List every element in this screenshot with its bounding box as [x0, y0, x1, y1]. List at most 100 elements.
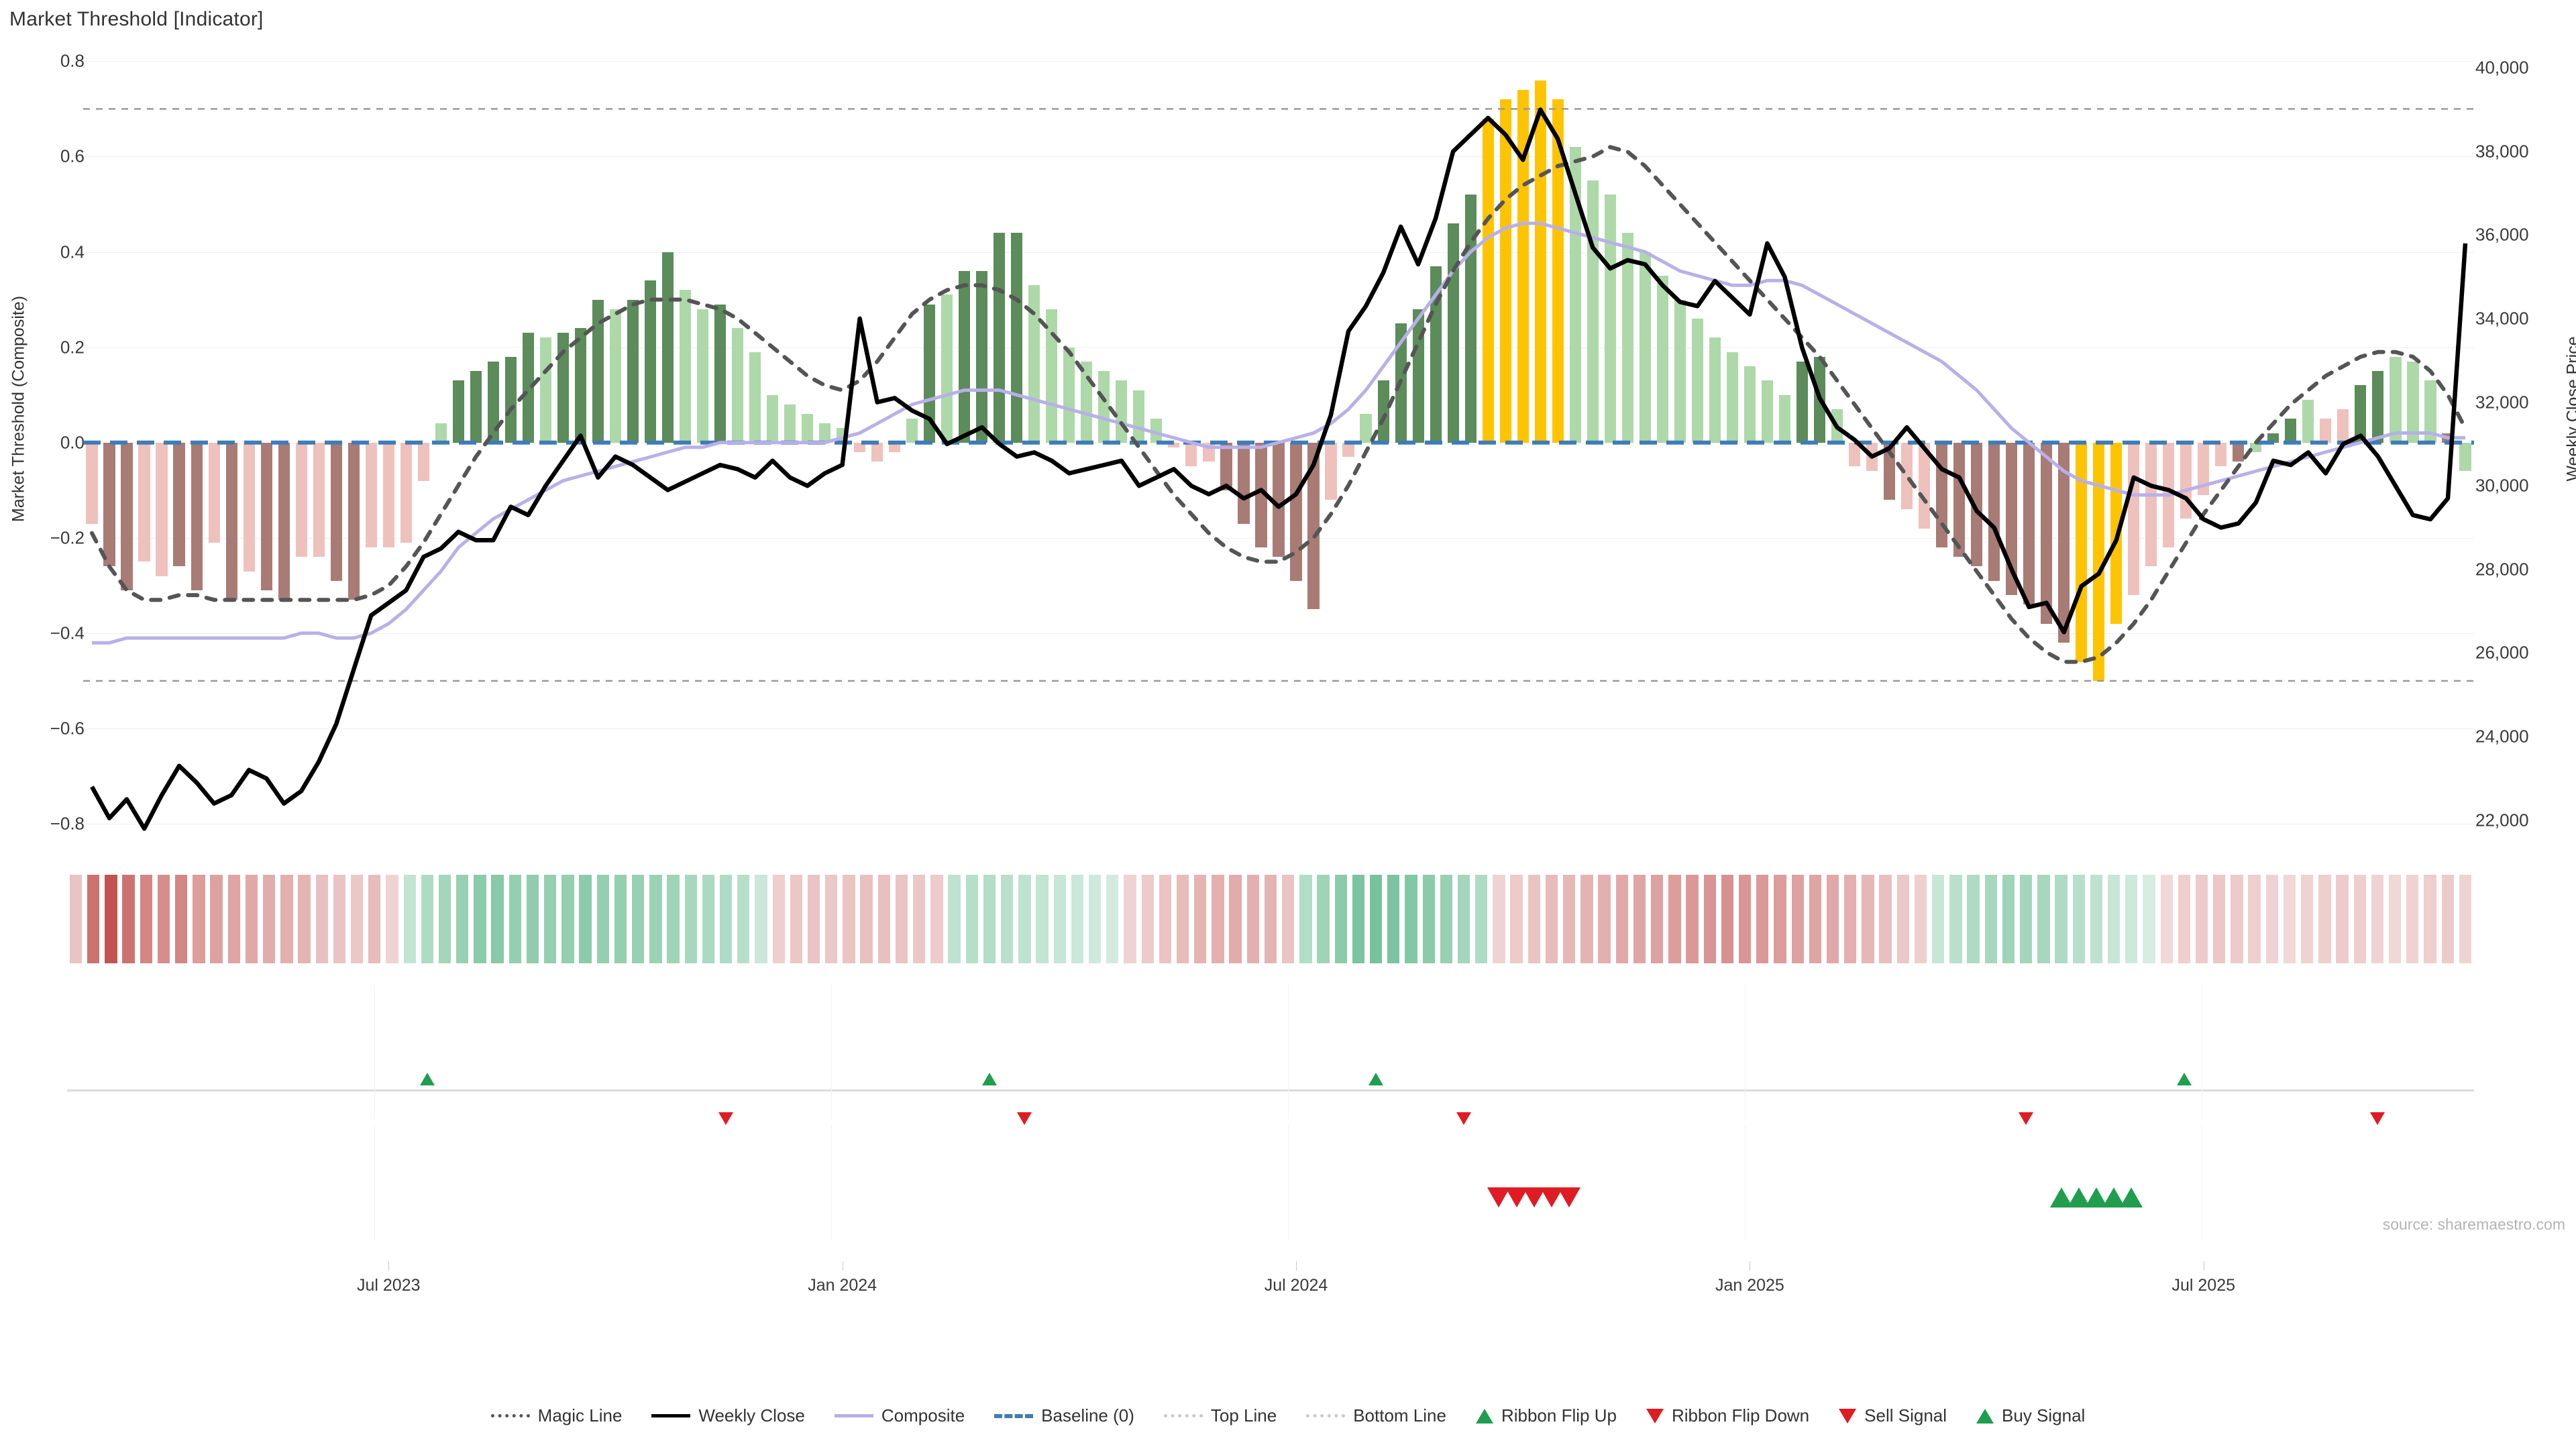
threshold-bar — [731, 328, 744, 443]
dotted-line-icon — [1306, 1414, 1346, 1417]
heatmap-bar — [1440, 875, 1453, 963]
y-tick-right: 40,000 — [2475, 57, 2529, 78]
heatmap-bar — [1036, 875, 1049, 963]
threshold-bar — [1604, 195, 1616, 443]
gridline — [83, 156, 2474, 158]
triangle-down-icon — [1646, 1408, 1664, 1424]
heatmap-bar — [87, 875, 100, 963]
triangle-up-icon — [1976, 1408, 1994, 1424]
heatmap-bar — [140, 875, 153, 963]
dashed-line-icon — [994, 1413, 1034, 1418]
heatmap-bar — [1809, 875, 1822, 963]
heatmap-bar — [1159, 875, 1172, 963]
threshold-bar — [627, 299, 639, 443]
threshold-bar — [2093, 442, 2105, 681]
dotted-line-icon — [490, 1414, 530, 1417]
legend-label: Bottom Line — [1353, 1405, 1446, 1426]
heatmap-bar — [1422, 875, 1435, 963]
gridline — [83, 252, 2474, 253]
legend-item[interactable]: Bottom Line — [1306, 1405, 1446, 1426]
threshold-bar — [1709, 337, 1721, 443]
heatmap-bar — [1791, 875, 1804, 963]
threshold-bar — [1900, 442, 1913, 510]
heatmap-bar — [1264, 875, 1277, 963]
threshold-bar — [976, 270, 988, 443]
threshold-bar — [173, 442, 185, 567]
threshold-bar — [470, 371, 482, 443]
heatmap-bar — [719, 875, 733, 963]
heatmap-bar — [227, 875, 240, 963]
heatmap-bar — [1176, 875, 1189, 963]
threshold-bar — [1621, 233, 1633, 443]
threshold-bar — [2302, 399, 2314, 443]
legend-item[interactable]: Weekly Close — [651, 1405, 805, 1426]
threshold-bar — [802, 414, 814, 443]
heatmap-bar — [245, 875, 258, 963]
heatmap-bar — [1071, 875, 1084, 963]
heatmap-bar — [825, 875, 838, 963]
legend-item[interactable]: Sell Signal — [1839, 1405, 1947, 1426]
threshold-bar — [2058, 442, 2070, 643]
threshold-bar — [819, 423, 831, 443]
heatmap-bar — [298, 875, 311, 963]
magic-line — [90, 144, 2467, 664]
legend-item[interactable]: Buy Signal — [1976, 1405, 2085, 1426]
threshold-bar — [260, 442, 272, 590]
signal-guide-line — [831, 985, 833, 1119]
heatmap-bar — [1686, 875, 1699, 963]
heatmap-bar — [1457, 875, 1470, 963]
threshold-bar — [330, 442, 342, 581]
threshold-bar — [504, 356, 517, 443]
heatmap-bar — [843, 875, 855, 963]
y-tick-right: 30,000 — [2475, 475, 2529, 496]
heatmap-bar — [2283, 875, 2296, 963]
legend-item[interactable]: Ribbon Flip Down — [1646, 1405, 1809, 1426]
legend-item[interactable]: Top Line — [1163, 1405, 1277, 1426]
ribbon-flip-down-marker — [2369, 1112, 2385, 1125]
heatmap-bar — [772, 875, 785, 963]
ribbon-flip-up-marker — [1368, 1073, 1384, 1085]
triangle-down-icon — [1839, 1408, 1857, 1424]
heatmap-bar — [2125, 875, 2138, 963]
legend-item[interactable]: Composite — [834, 1405, 965, 1426]
threshold-bar — [347, 442, 360, 600]
threshold-bar — [696, 309, 709, 443]
heatmap-bar — [649, 875, 662, 963]
legend-item[interactable]: Ribbon Flip Up — [1475, 1405, 1617, 1426]
threshold-bar — [1918, 442, 1931, 529]
heatmap-bar — [2213, 875, 2226, 963]
threshold-bar — [1150, 419, 1163, 443]
heatmap-bar — [1703, 875, 1716, 963]
threshold-bar — [1761, 380, 1773, 443]
threshold-bar — [592, 299, 604, 443]
threshold-bar — [1552, 99, 1564, 443]
y-tick-right: 36,000 — [2475, 224, 2529, 245]
heatmap-bar — [1598, 875, 1611, 963]
heatmap-bar — [69, 875, 83, 963]
heatmap-bar — [1212, 875, 1224, 963]
heatmap-bar — [1317, 875, 1330, 963]
threshold-bar — [1674, 299, 1686, 443]
threshold-bar — [225, 442, 237, 600]
heatmap-bar — [632, 875, 645, 963]
heatmap-bar — [1721, 875, 1734, 963]
threshold-bar — [959, 270, 971, 443]
threshold-bar — [121, 442, 133, 590]
threshold-bar — [679, 290, 692, 443]
ribbon-flip-up-marker — [981, 1073, 997, 1085]
heatmap-bar — [1282, 875, 1295, 963]
line-series-layer — [83, 107, 2474, 831]
legend-label: Ribbon Flip Down — [1671, 1405, 1810, 1426]
threshold-bar — [784, 404, 796, 443]
threshold-bar — [2076, 442, 2088, 662]
source-note: source: sharemaestro.com — [2382, 1216, 2565, 1233]
signal-guide-line — [374, 985, 376, 1119]
legend-item[interactable]: Baseline (0) — [994, 1405, 1134, 1426]
y-tick-left: −0.2 — [50, 527, 85, 548]
threshold-bar — [2390, 356, 2402, 443]
heatmap-bar — [737, 875, 750, 963]
threshold-bar — [1970, 442, 1983, 567]
threshold-bar — [1098, 371, 1110, 443]
threshold-bar — [2215, 442, 2227, 467]
legend-item[interactable]: Magic Line — [490, 1405, 622, 1426]
